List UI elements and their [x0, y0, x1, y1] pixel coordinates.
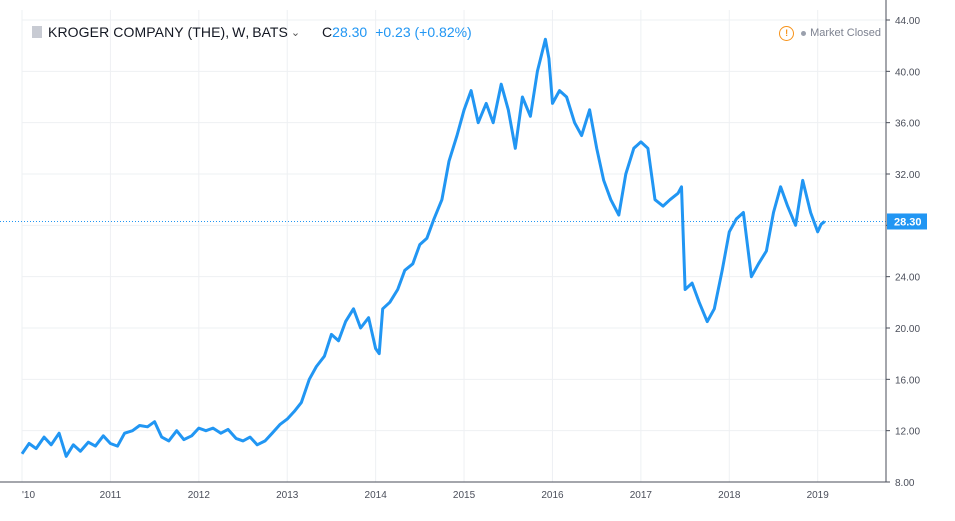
price-tick-label: 40.00: [895, 67, 920, 78]
close-label: C: [322, 24, 333, 40]
time-tick-label: 2016: [541, 490, 564, 501]
price-tick-label: 24.00: [895, 273, 920, 284]
warning-icon[interactable]: !: [779, 25, 795, 41]
time-tick-label: 2014: [365, 490, 388, 501]
symbol-color-swatch: [32, 26, 42, 38]
chevron-down-icon[interactable]: ⌄: [290, 26, 301, 39]
last-price-label: 28.30: [894, 216, 922, 228]
symbol-name[interactable]: KROGER COMPANY (THE): [48, 24, 226, 40]
price-series-line: [20, 37, 826, 458]
market-status-text: Market Closed: [810, 27, 881, 39]
last-price-badge: 28.30: [887, 213, 927, 230]
interval-label[interactable]: W: [232, 24, 246, 40]
exchange-label[interactable]: BATS: [252, 24, 288, 40]
time-tick-label: 2015: [453, 490, 476, 501]
market-status[interactable]: ! Market Closed: [779, 24, 881, 42]
time-tick-label: 2012: [188, 490, 211, 501]
grid: [21, 10, 886, 483]
time-tick-label: 2019: [807, 490, 830, 501]
time-tick-label: 2017: [630, 490, 653, 501]
price-tick-label: 20.00: [895, 324, 920, 335]
price-tick-label: 16.00: [895, 375, 920, 386]
price-axis[interactable]: 44.0040.0036.0032.0028.0024.0020.0016.00…: [886, 16, 920, 489]
change-value: +0.23 (+0.82%): [375, 24, 472, 40]
time-tick-label: '10: [22, 490, 35, 501]
price-tick-label: 36.00: [895, 119, 920, 130]
price-tick-label: 32.00: [895, 170, 920, 181]
time-tick-label: 2018: [718, 490, 741, 501]
time-tick-label: 2013: [276, 490, 299, 501]
price-tick-label: 44.00: [895, 16, 920, 27]
time-axis[interactable]: '10 2011 2012 2013 2014 2015 2016 2017 2018 2019: [22, 490, 829, 501]
legend-header: KROGER COMPANY (THE), W, BATS ⌄ C 28.30 +…: [32, 22, 472, 42]
time-tick-label: 2011: [100, 490, 122, 501]
price-tick-label: 8.00: [895, 478, 915, 489]
status-dot-icon: [801, 30, 807, 36]
price-tick-label: 12.00: [895, 427, 920, 438]
close-value: 28.30: [332, 24, 368, 40]
